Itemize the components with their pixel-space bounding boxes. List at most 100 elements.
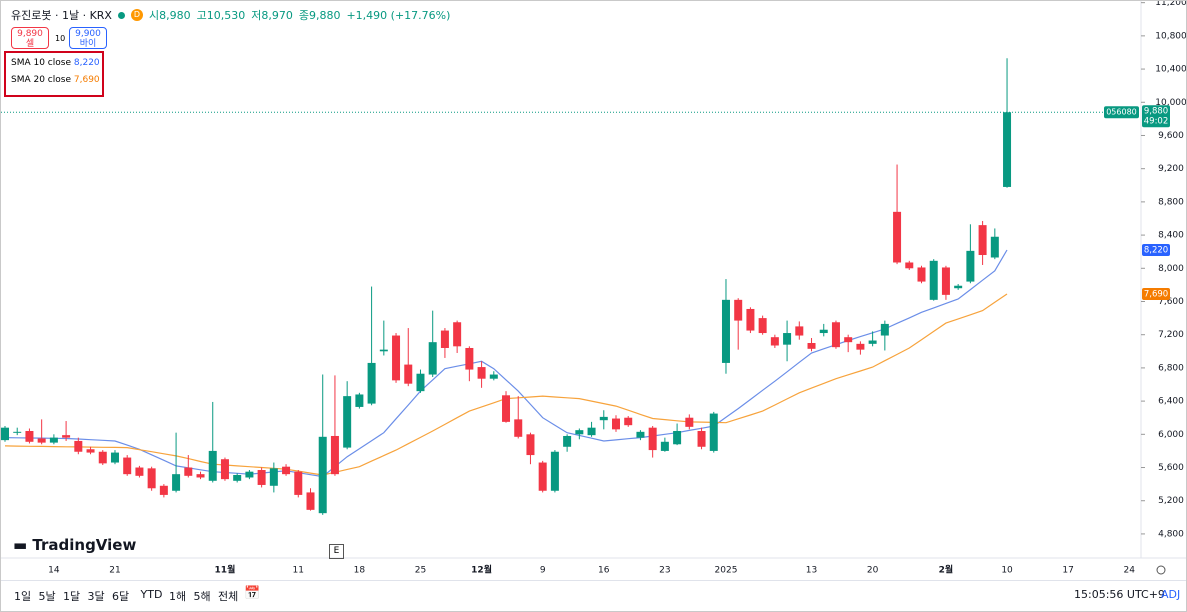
y-tick-label: 4,800 <box>1158 529 1184 539</box>
legend-name: SMA 20 close <box>11 75 71 85</box>
candle-body <box>709 413 718 451</box>
ohlc-high: 고10,530 <box>196 9 246 22</box>
x-tick-label: 9 <box>540 566 546 576</box>
sell-label: 셀 <box>25 39 35 49</box>
candle-body <box>502 395 511 422</box>
candle-body <box>954 285 963 289</box>
date-range-icon[interactable]: 📅 <box>244 586 261 601</box>
candle-body <box>416 373 425 392</box>
range-button[interactable]: 5날 <box>38 590 56 603</box>
y-tick-label: 6,000 <box>1158 430 1184 440</box>
candle-body <box>257 470 266 485</box>
candle-body <box>868 340 877 344</box>
settings-icon[interactable] <box>1156 565 1166 575</box>
range-button[interactable]: 1일 <box>14 590 32 603</box>
candle-body <box>624 417 633 426</box>
event-marker[interactable]: E <box>329 544 344 559</box>
candle-body <box>819 329 828 334</box>
candle-body <box>86 449 95 453</box>
candle-body <box>612 418 620 430</box>
candle-body <box>62 435 71 438</box>
sell-button[interactable]: 9,890 셀 <box>11 27 49 49</box>
x-tick-label: 14 <box>48 566 60 576</box>
candle-body <box>1 427 9 441</box>
buy-price: 9,900 <box>75 29 101 39</box>
candle-body <box>905 262 914 269</box>
candle-body <box>269 468 278 486</box>
x-tick-label: 21 <box>109 566 120 576</box>
candle-body <box>318 436 327 514</box>
x-tick-label: 13 <box>806 566 817 576</box>
ohlc-change: +1,490 (+17.76%) <box>346 8 451 22</box>
x-tick-label: 18 <box>354 566 366 576</box>
x-tick-label: 20 <box>867 566 879 576</box>
candle-body <box>477 367 486 379</box>
candle-body <box>428 342 437 375</box>
legend-row: SMA 20 close 7,690 <box>11 75 100 85</box>
buy-button[interactable]: 9,900 바이 <box>69 27 107 49</box>
sma-tag <box>1142 288 1170 301</box>
range-button[interactable]: YTD <box>140 588 163 601</box>
y-tick-label: 10,000 <box>1155 98 1186 108</box>
candle-body <box>440 330 449 348</box>
x-tick-label: 10 <box>1001 566 1013 576</box>
candle-body <box>392 335 401 381</box>
candle-body <box>37 438 46 443</box>
y-tick-label: 8,400 <box>1158 231 1184 241</box>
range-button[interactable]: 전체 <box>218 590 239 603</box>
candle-body <box>147 468 156 489</box>
x-tick-label: 11 <box>293 566 304 576</box>
candle-body <box>135 467 144 476</box>
candle-body <box>770 337 779 346</box>
x-tick-label: 2025 <box>715 566 738 576</box>
symbol-title[interactable]: 유진로봇 · 1날 · KRX <box>11 9 112 22</box>
candle-body <box>807 343 816 349</box>
y-tick-label: 7,200 <box>1158 330 1184 340</box>
x-tick-label: 17 <box>1062 566 1073 576</box>
last-price-label: 9,880 <box>1144 107 1168 117</box>
candle-body <box>404 364 413 384</box>
candle-body <box>697 430 706 447</box>
countdown: 49:02 <box>1144 117 1169 127</box>
toolbar-divider <box>1 580 1186 581</box>
symbol-tag <box>1104 106 1139 119</box>
sma-line <box>4 249 1008 478</box>
candle-body <box>282 466 291 475</box>
candle-body <box>721 299 730 363</box>
candle-body <box>208 450 217 481</box>
candle-body <box>123 457 132 475</box>
buy-label: 바이 <box>79 39 97 49</box>
candle-body <box>893 211 902 263</box>
range-button[interactable]: 1달 <box>63 590 81 603</box>
candle-body <box>172 474 181 491</box>
symbol-code: 056080 <box>1106 108 1137 117</box>
candle-body <box>685 417 694 427</box>
legend-value: 7,690 <box>73 75 100 85</box>
x-tick-label: 24 <box>1124 566 1136 576</box>
y-tick-label: 10,800 <box>1155 31 1186 41</box>
y-tick-label: 5,600 <box>1158 463 1184 473</box>
range-button[interactable]: 1해 <box>169 590 187 603</box>
plot-background <box>1 1 1141 558</box>
range-button[interactable]: 3달 <box>87 590 105 603</box>
candle-body <box>489 374 498 379</box>
sell-price: 9,890 <box>17 29 43 39</box>
candle-body <box>734 299 743 321</box>
range-button[interactable]: 5해 <box>193 590 211 603</box>
watermark: ▬ TradingView <box>13 536 137 554</box>
y-tick-label: 9,200 <box>1158 164 1184 174</box>
candle-body <box>1003 112 1012 187</box>
candle-body <box>917 267 926 282</box>
y-tick-label: 6,400 <box>1158 397 1184 407</box>
candle-body <box>660 441 669 451</box>
adjust-toggle[interactable]: ADJ <box>1161 588 1181 601</box>
delay-flag: D <box>130 9 143 21</box>
candle-body <box>159 485 168 495</box>
candle-body <box>978 225 987 256</box>
candle-body <box>306 492 315 510</box>
candle-body <box>233 474 242 481</box>
ohlc-low: 저8,970 <box>251 9 293 22</box>
sma-tag-label: 8,220 <box>1144 246 1168 256</box>
range-button[interactable]: 6달 <box>112 590 130 603</box>
